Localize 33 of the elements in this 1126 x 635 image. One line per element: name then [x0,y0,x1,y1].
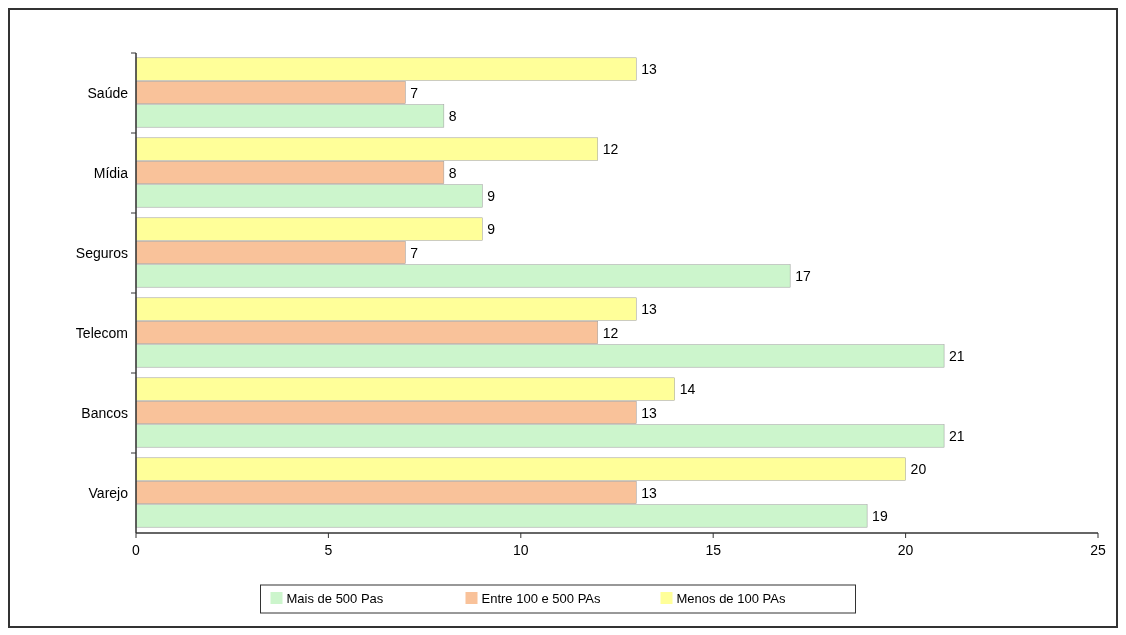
y-tick-label: Telecom [75,324,128,341]
legend-label: Mais de 500 Pas [286,590,384,606]
data-label: 21 [949,428,965,445]
y-tick-label: Bancos [81,404,128,421]
data-label: 13 [641,404,658,421]
x-tick-label: 0 [132,542,141,558]
x-tick-label: 20 [897,542,914,558]
y-tick-label: Seguros [75,244,128,261]
legend-label: Entre 100 e 500 PAs [481,590,602,606]
y-tick-label: Saúde [87,84,129,101]
y-tick-label: Mídia [93,164,129,181]
data-label: 9 [487,221,496,238]
data-label: 12 [602,324,619,341]
data-label: 13 [641,484,658,501]
data-label: 21 [949,348,965,365]
data-label: 19 [872,508,888,525]
x-tick-label: 10 [513,542,529,558]
data-label: 14 [679,381,696,398]
data-label: 8 [448,108,457,125]
x-tick-label: 5 [324,542,333,558]
data-label: 20 [910,461,927,478]
data-label: 17 [795,268,811,285]
data-label: 7 [410,84,419,101]
data-label: 7 [410,244,419,261]
data-label: 8 [448,164,457,181]
legend-label: Menos de 100 PAs [676,590,786,606]
data-label: 12 [602,141,619,158]
x-tick-label: 25 [1090,542,1106,558]
data-label: 13 [641,301,658,318]
y-tick-label: Varejo [88,484,129,501]
x-tick-label: 15 [705,542,722,558]
data-label: 13 [641,61,658,78]
data-label: 9 [487,188,496,205]
